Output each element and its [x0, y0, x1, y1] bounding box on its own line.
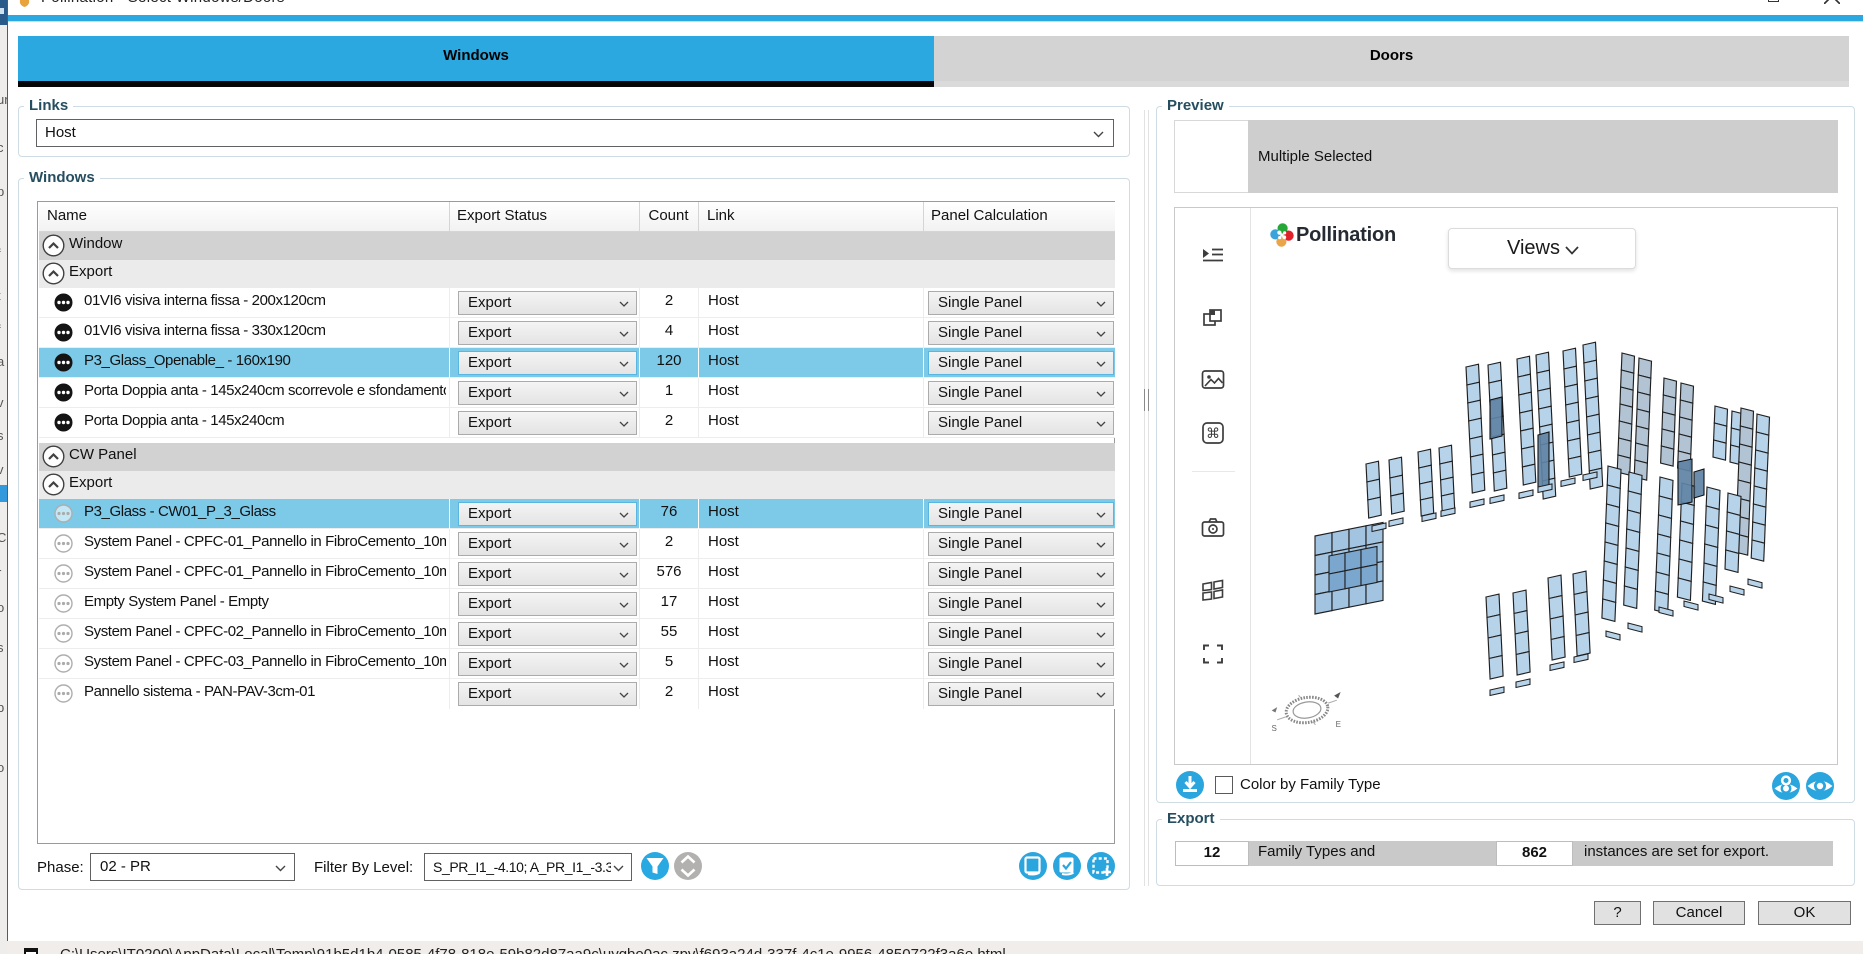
svg-text:S: S	[1271, 724, 1276, 733]
svg-text:E: E	[1336, 720, 1341, 729]
svg-text:⌘: ⌘	[1206, 425, 1220, 441]
